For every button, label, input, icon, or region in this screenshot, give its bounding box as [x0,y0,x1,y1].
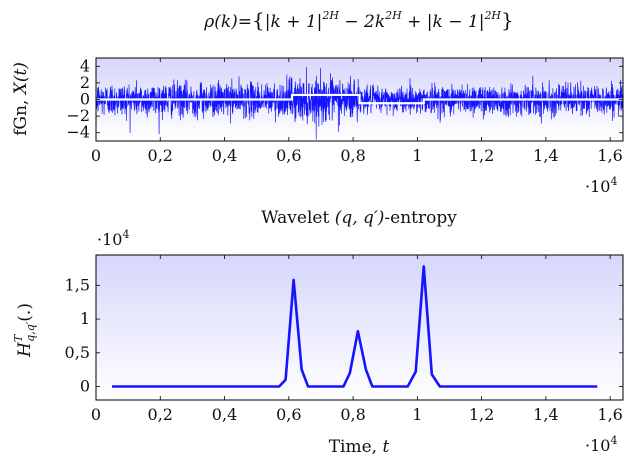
top-chart: ρ(k)={|k + 1|2H − 2k2H + |k − 1|2H} 0 0,2… [11,8,624,196]
top-data-layer [96,67,623,140]
bottom-ticks: 0 0,2 0,4 0,6 0,8 1 1,2 1,4 1,6 0 0,5 1 1,5 [65,255,623,424]
hurst-overlay-line [96,93,623,105]
top-x-multiplier: ·104 [585,175,617,196]
bottom-x-multiplier: ·104 [585,434,617,455]
bottom-chart-title: Wavelet (q, q′)-entropy [261,208,457,228]
bottom-ytick-label: 0,5 [65,343,90,362]
bottom-xtick-label: 1 [412,405,422,424]
top-xtick-label: 1,2 [469,146,494,165]
bottom-ytick-label: 0 [80,377,90,396]
top-xtick-label: 1,6 [597,146,622,165]
top-xtick-label: 0 [91,146,101,165]
top-xtick-label: 0,8 [340,146,365,165]
bottom-chart: Wavelet (q, q′)-entropy ·104 0 0,2 0,4 0,6 0… [12,208,624,457]
bottom-xtick-label: 0,6 [276,405,301,424]
top-ytick-label: 2 [80,73,90,92]
top-ytick-label: −2 [66,106,90,125]
bottom-ytick-label: 1 [80,309,90,328]
top-xtick-label: 1 [412,146,422,165]
top-ytick-label: −4 [66,123,90,142]
bottom-xtick-label: 0,2 [148,405,173,424]
bottom-xtick-label: 1,2 [469,405,494,424]
top-xtick-label: 0,2 [148,146,173,165]
bottom-xtick-label: 0,8 [340,405,365,424]
bottom-y-axis-label: HTq,q′(.) [12,303,37,358]
bottom-y-multiplier: ·104 [97,228,129,249]
bottom-xtick-label: 0 [91,405,101,424]
top-xtick-label: 1,4 [533,146,558,165]
bottom-xtick-label: 1,6 [597,405,622,424]
top-xtick-label: 0,6 [276,146,301,165]
bottom-xtick-label: 1,4 [533,405,558,424]
bottom-plot-frame [95,254,624,401]
top-y-axis-label: fGn, X(t) [11,62,31,136]
top-ytick-label: 0 [80,90,90,109]
bottom-x-axis-label: Time, t [329,437,390,457]
entropy-series-line [112,265,598,388]
bottom-plot-background [96,255,623,400]
top-chart-title: ρ(k)={|k + 1|2H − 2k2H + |k − 1|2H} [203,8,514,32]
top-ytick-label: 4 [80,56,90,75]
top-xtick-label: 0,4 [212,146,237,165]
bottom-xtick-label: 0,4 [212,405,237,424]
bottom-data-layer [112,265,598,388]
bottom-ytick-label: 1,5 [65,275,90,294]
